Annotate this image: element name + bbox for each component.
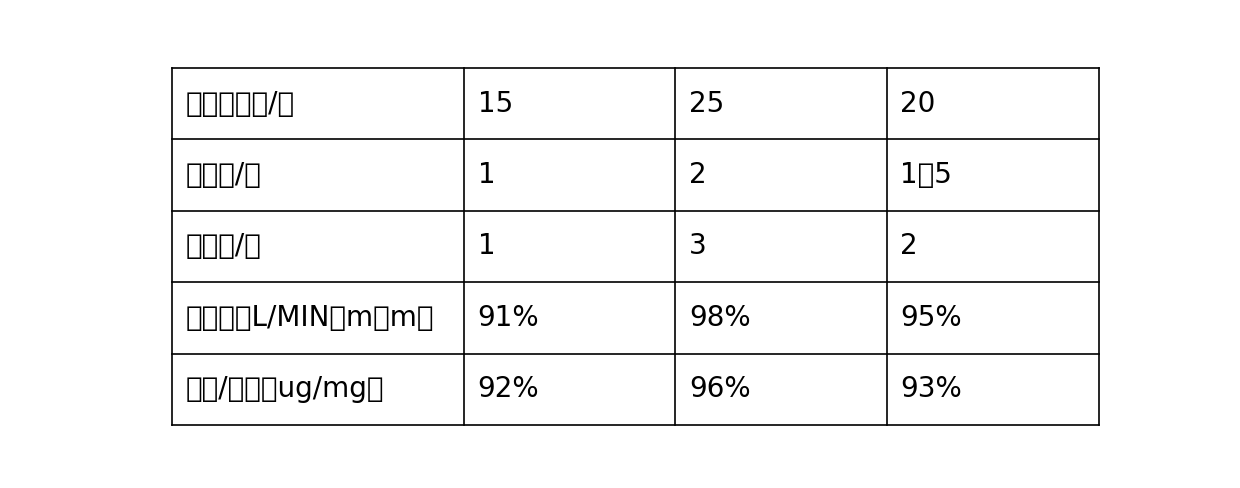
Text: 3: 3 xyxy=(688,232,707,261)
Text: 25: 25 xyxy=(688,90,724,118)
Text: 抗菌/抑菌（ug/mg）: 抗菌/抑菌（ug/mg） xyxy=(186,375,384,403)
Text: 93%: 93% xyxy=(900,375,962,403)
Text: 92%: 92% xyxy=(477,375,539,403)
Text: 1．5: 1．5 xyxy=(900,161,952,189)
Text: 20: 20 xyxy=(900,90,935,118)
Text: 98%: 98% xyxy=(688,304,750,332)
Text: 吸水率（L/MIN．m．m）: 吸水率（L/MIN．m．m） xyxy=(186,304,434,332)
Text: 1: 1 xyxy=(477,161,495,189)
Text: 乙酸乙烯酯/份: 乙酸乙烯酯/份 xyxy=(186,90,295,118)
Text: 2: 2 xyxy=(900,232,918,261)
Text: 2: 2 xyxy=(688,161,707,189)
Text: 96%: 96% xyxy=(688,375,750,403)
Text: 1: 1 xyxy=(477,232,495,261)
Text: 引发剂/份: 引发剂/份 xyxy=(186,232,262,261)
Text: 交联剂/份: 交联剂/份 xyxy=(186,161,262,189)
Text: 95%: 95% xyxy=(900,304,962,332)
Text: 91%: 91% xyxy=(477,304,539,332)
Text: 15: 15 xyxy=(477,90,513,118)
